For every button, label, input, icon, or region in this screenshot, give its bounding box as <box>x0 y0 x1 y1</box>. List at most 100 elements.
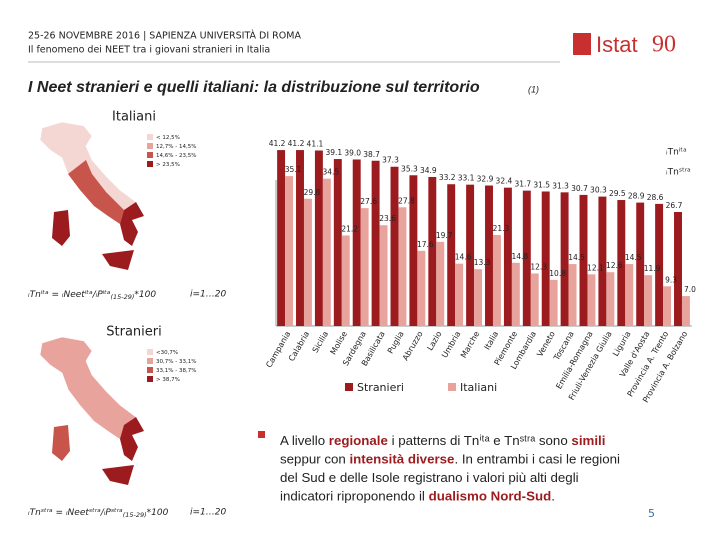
bar <box>303 198 312 326</box>
bar <box>428 176 437 326</box>
map-sicily <box>102 465 134 485</box>
value-label: 10.8 <box>549 269 566 278</box>
bar <box>436 241 445 326</box>
value-label: 31.5 <box>533 180 550 189</box>
formula-part: (15-29) <box>110 293 134 301</box>
map-sicily <box>102 250 134 270</box>
value-label: 28.6 <box>647 193 664 202</box>
map-south <box>120 202 144 246</box>
bar <box>598 196 607 326</box>
bullet-mark <box>258 431 265 438</box>
value-label: 30.7 <box>571 184 588 193</box>
formula-part: *100 <box>147 508 169 518</box>
bar <box>522 190 531 326</box>
bar <box>511 262 520 326</box>
bar <box>541 191 550 326</box>
legend-swatch <box>345 383 353 391</box>
value-label: 41.1 <box>307 140 324 149</box>
value-label: 35.1 <box>285 165 302 174</box>
map-legend-swatch <box>147 367 153 373</box>
bar <box>617 200 626 326</box>
map-legend-swatch <box>147 152 153 158</box>
bullet-part: dualismo Nord-Sud <box>429 488 552 503</box>
map-legend-label: > 38,7% <box>156 377 180 383</box>
map-centre <box>68 375 124 439</box>
bullet-part: seppur con <box>280 451 349 466</box>
bar <box>409 175 418 326</box>
bullet-line: A livello regionale i patterns di Tnⁱᵗᵃ … <box>280 433 605 448</box>
bar <box>447 184 456 326</box>
formula-index: i=1…20 <box>190 290 226 300</box>
value-label: 33.2 <box>439 173 456 182</box>
formula-part: (15-29) <box>123 511 147 519</box>
map <box>39 336 145 485</box>
legend-swatch <box>448 383 456 391</box>
map-legend-label: > 23,5% <box>156 162 180 168</box>
bullet-line: del Sud e delle Isole registrano i valor… <box>280 470 579 485</box>
map-legend-swatch <box>147 134 153 140</box>
map-sardinia <box>52 210 70 246</box>
map-legend-label: 14,6% - 23,5% <box>156 153 196 159</box>
value-label: 34.5 <box>322 168 339 177</box>
value-label: 12.1 <box>587 263 604 272</box>
bar <box>492 235 501 326</box>
legend-label: Italiani <box>460 381 497 394</box>
value-label: 28.9 <box>628 192 645 201</box>
value-label: 23.6 <box>379 214 396 223</box>
value-label: 27.6 <box>360 197 377 206</box>
title-note: (1) <box>528 84 539 94</box>
bar <box>530 273 539 326</box>
bar <box>606 272 615 326</box>
map-legend-label: 30,7% - 33,1% <box>156 359 196 365</box>
bar <box>296 150 304 326</box>
map-legend-swatch <box>147 349 153 355</box>
bar <box>560 192 569 326</box>
value-label: 37.3 <box>382 156 399 165</box>
logo-square <box>573 33 591 55</box>
value-label: 29.8 <box>304 188 321 197</box>
bar <box>587 274 596 326</box>
value-label: 32.9 <box>477 175 494 184</box>
value-label: 17.6 <box>417 240 434 249</box>
formula: ᵢTnⁱᵗᵃ = ᵢNeetⁱᵗᵃ/ᵢPⁱᵗᵃ(15-29)*100 <box>28 290 156 302</box>
value-label: 27.8 <box>398 196 415 205</box>
value-label: 14.8 <box>511 252 528 261</box>
bullet-line: seppur con intensità diverse. In entramb… <box>280 451 620 466</box>
bullet-part: simili <box>571 433 605 448</box>
map-title: Stranieri <box>106 325 161 340</box>
map-south <box>120 417 144 461</box>
value-label: 7.0 <box>684 285 696 294</box>
logo-mark: 90 <box>652 32 676 58</box>
bar <box>371 160 380 326</box>
title: I Neet stranieri e quelli italiani: la d… <box>28 79 480 96</box>
value-label: 33.1 <box>458 174 475 183</box>
bullet-part: del Sud e delle Isole registrano i valor… <box>280 470 579 485</box>
bar <box>625 264 634 326</box>
bar <box>579 194 588 326</box>
value-label: 14.5 <box>568 253 585 262</box>
bar <box>379 225 388 326</box>
x-tick-label: Molise <box>329 330 349 357</box>
bar <box>360 208 369 326</box>
annotation: ᵢTnⁱᵗᵃ <box>666 148 687 158</box>
x-tick-label: Lazio <box>425 330 443 352</box>
bar <box>352 159 361 326</box>
map-legend-swatch <box>147 376 153 382</box>
bar <box>417 250 426 326</box>
formula-part: *100 <box>134 290 156 300</box>
map-legend-label: < 12,5% <box>156 135 180 141</box>
map-legend-label: 33,1% - 38,7% <box>156 368 196 374</box>
map-legend-swatch <box>147 161 153 167</box>
value-label: 9.3 <box>665 275 677 284</box>
value-label: 31.3 <box>552 181 569 190</box>
x-tick-label: Sicilia <box>311 330 330 355</box>
bullet-part: i patterns di Tnⁱᵗᵃ e Tnˢᵗʳᵃ sono <box>388 433 572 448</box>
bar <box>681 296 690 326</box>
bar <box>663 286 672 326</box>
map-title: Italiani <box>112 110 156 125</box>
event: 25-26 NOVEMBRE 2016 | SAPIENZA UNIVERSIT… <box>28 30 301 42</box>
bullet-part: A livello <box>280 433 329 448</box>
value-label: 38.7 <box>363 150 380 159</box>
map-legend-label: 12,7% - 14,5% <box>156 144 196 150</box>
